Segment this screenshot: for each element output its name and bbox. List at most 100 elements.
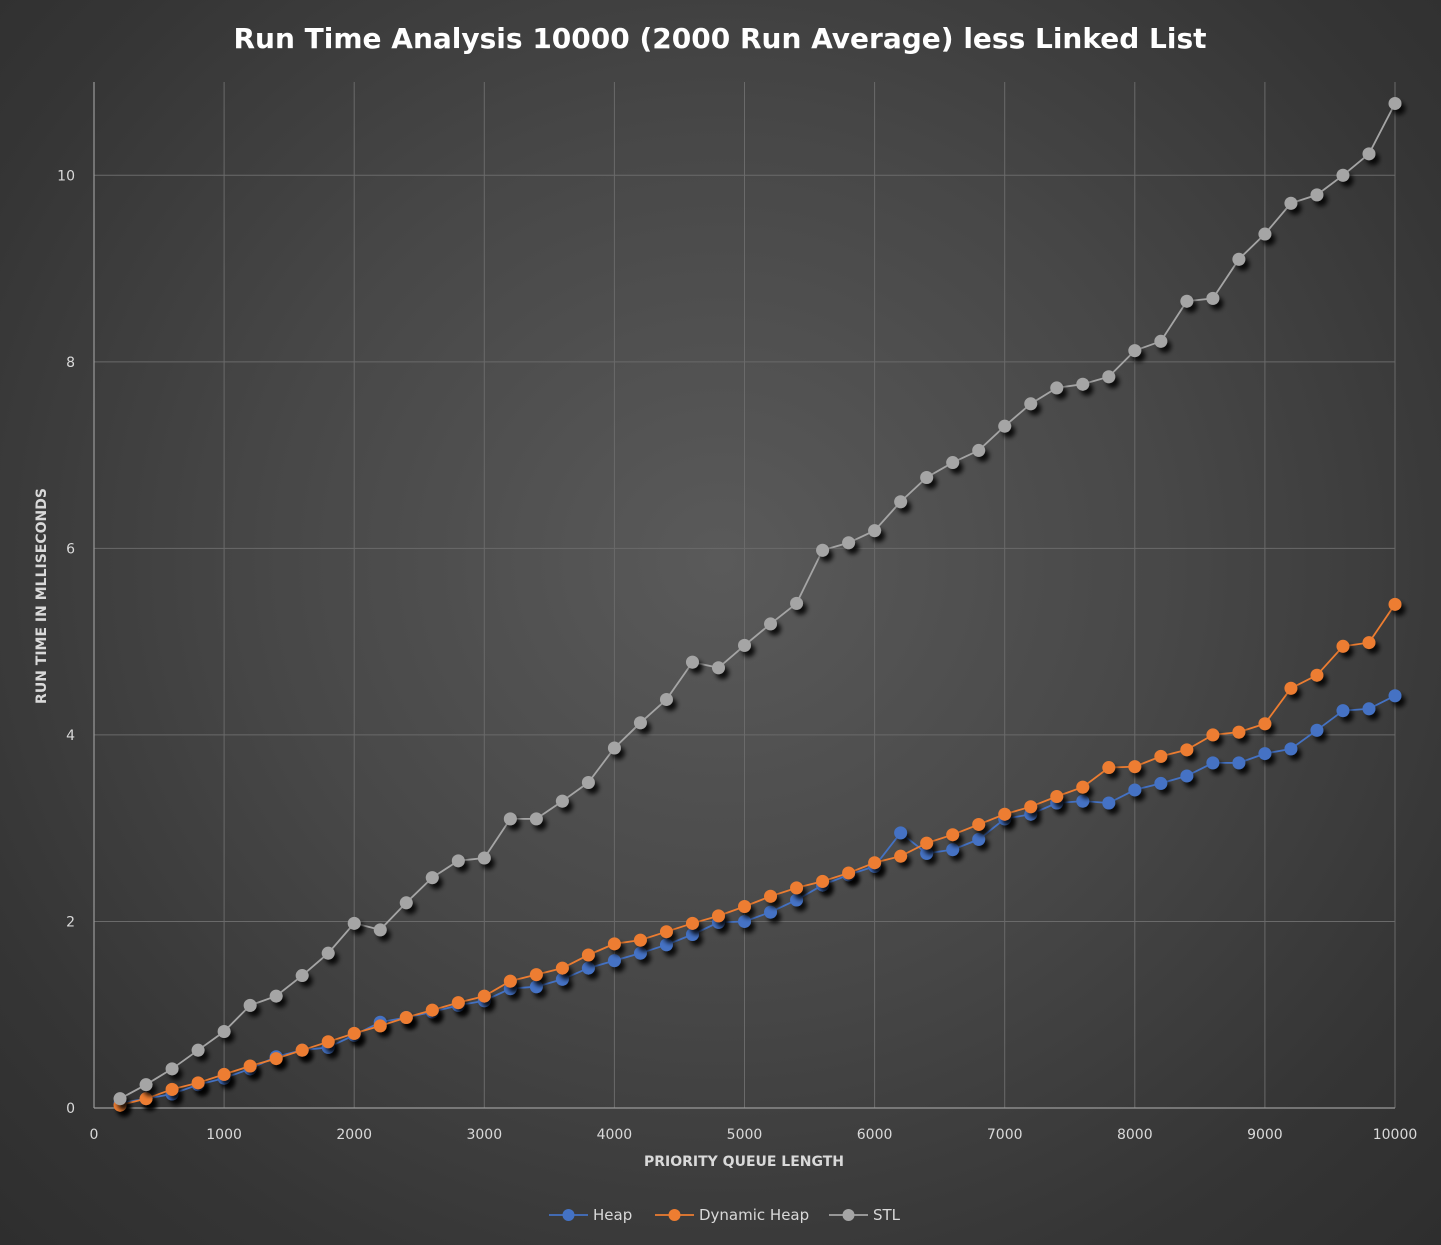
- data-point: [685, 655, 699, 669]
- data-point: [633, 716, 647, 730]
- data-point: [1362, 147, 1376, 161]
- data-point: [1284, 681, 1298, 695]
- data-point: [529, 968, 543, 982]
- data-point: [1310, 668, 1324, 682]
- legend-marker: [668, 1209, 681, 1221]
- data-point: [1128, 344, 1142, 358]
- data-point: [1154, 749, 1168, 763]
- data-point: [321, 946, 335, 960]
- series-line: [119, 103, 1396, 1100]
- data-point: [816, 543, 830, 557]
- data-point: [243, 998, 257, 1012]
- data-point: [1258, 747, 1272, 761]
- data-point: [738, 638, 751, 652]
- data-point: [946, 456, 960, 470]
- data-point: [1206, 728, 1220, 742]
- data-point: [1050, 381, 1064, 395]
- axes: [93, 82, 1395, 1109]
- series-line: [119, 603, 1396, 1107]
- x-axis-label: PRIORITY QUEUE LENGTH: [644, 1154, 844, 1170]
- data-point: [894, 826, 908, 840]
- data-point: [191, 1043, 205, 1057]
- data-point: [399, 896, 413, 910]
- data-point: [920, 836, 934, 850]
- data-point: [1128, 783, 1142, 797]
- data-point: [1206, 756, 1220, 770]
- data-point: [295, 1043, 309, 1057]
- data-point: [1336, 704, 1350, 718]
- data-point: [1310, 188, 1324, 202]
- data-point: [113, 1092, 127, 1106]
- y-tick-label: 0: [66, 1101, 75, 1117]
- data-point: [711, 909, 725, 923]
- data-point: [1024, 397, 1038, 411]
- data-point: [217, 1025, 231, 1039]
- data-point: [1180, 769, 1194, 783]
- data-point: [1076, 377, 1090, 391]
- data-point: [1310, 723, 1324, 737]
- data-point: [711, 661, 725, 675]
- data-point: [217, 1067, 231, 1081]
- data-point: [764, 889, 778, 903]
- tick-labels: 0 1000 2000 3000 4000 5000 6000 7000 8000 9000 100…: [57, 168, 1417, 1143]
- x-tick-label: 5000: [727, 1127, 763, 1143]
- data-point: [1024, 800, 1038, 814]
- data-point: [581, 775, 595, 789]
- data-point: [764, 617, 778, 631]
- x-tick-label: 0: [90, 1127, 99, 1143]
- legend-marker: [562, 1209, 575, 1221]
- data-point: [555, 961, 569, 975]
- data-point: [790, 881, 804, 895]
- x-tick-label: 4000: [597, 1127, 633, 1143]
- x-tick-label: 3000: [466, 1127, 502, 1143]
- data-point: [347, 916, 361, 930]
- data-point: [373, 1019, 387, 1033]
- data-point: [399, 1011, 413, 1025]
- y-tick-label: 2: [66, 914, 75, 930]
- data-point: [139, 1078, 153, 1092]
- data-point: [607, 954, 621, 968]
- data-point: [555, 972, 569, 986]
- data-point: [764, 905, 778, 919]
- data-point: [529, 980, 543, 994]
- x-tick-label: 7000: [987, 1127, 1023, 1143]
- data-point: [347, 1026, 361, 1040]
- data-point: [659, 938, 673, 952]
- data-point: [425, 871, 439, 885]
- data-point: [1102, 761, 1116, 775]
- data-point: [1362, 702, 1376, 716]
- data-point: [972, 443, 986, 457]
- data-point: [894, 849, 908, 863]
- data-point: [477, 989, 491, 1003]
- data-point: [503, 974, 517, 988]
- legend: Heap Dynamic Heap STL: [549, 1206, 901, 1224]
- data-point: [842, 536, 856, 550]
- data-point: [1102, 370, 1116, 384]
- data-point: [1388, 689, 1402, 703]
- data-point: [1258, 227, 1272, 241]
- data-point: [1284, 742, 1298, 756]
- x-tick-label: 10000: [1373, 1127, 1418, 1143]
- data-point: [1076, 780, 1090, 794]
- data-point: [165, 1082, 179, 1096]
- data-point: [1154, 334, 1168, 348]
- data-point: [659, 925, 673, 939]
- data-point: [685, 916, 699, 930]
- data-point: [868, 524, 882, 538]
- legend-item-dynamic-heap: Dynamic Heap: [655, 1206, 809, 1224]
- x-tick-label: 2000: [336, 1127, 372, 1143]
- data-point: [1050, 789, 1064, 803]
- data-point: [920, 470, 934, 484]
- data-point: [1258, 717, 1272, 731]
- data-point: [998, 419, 1012, 433]
- data-point: [1336, 639, 1350, 653]
- data-point: [1336, 168, 1350, 182]
- data-point: [1388, 96, 1402, 110]
- y-tick-label: 10: [57, 168, 75, 184]
- data-point: [972, 832, 986, 846]
- data-point: [1284, 196, 1298, 210]
- data-point: [816, 874, 830, 888]
- data-point: [373, 923, 387, 937]
- chart-title: Run Time Analysis 10000 (2000 Run Averag…: [234, 22, 1207, 55]
